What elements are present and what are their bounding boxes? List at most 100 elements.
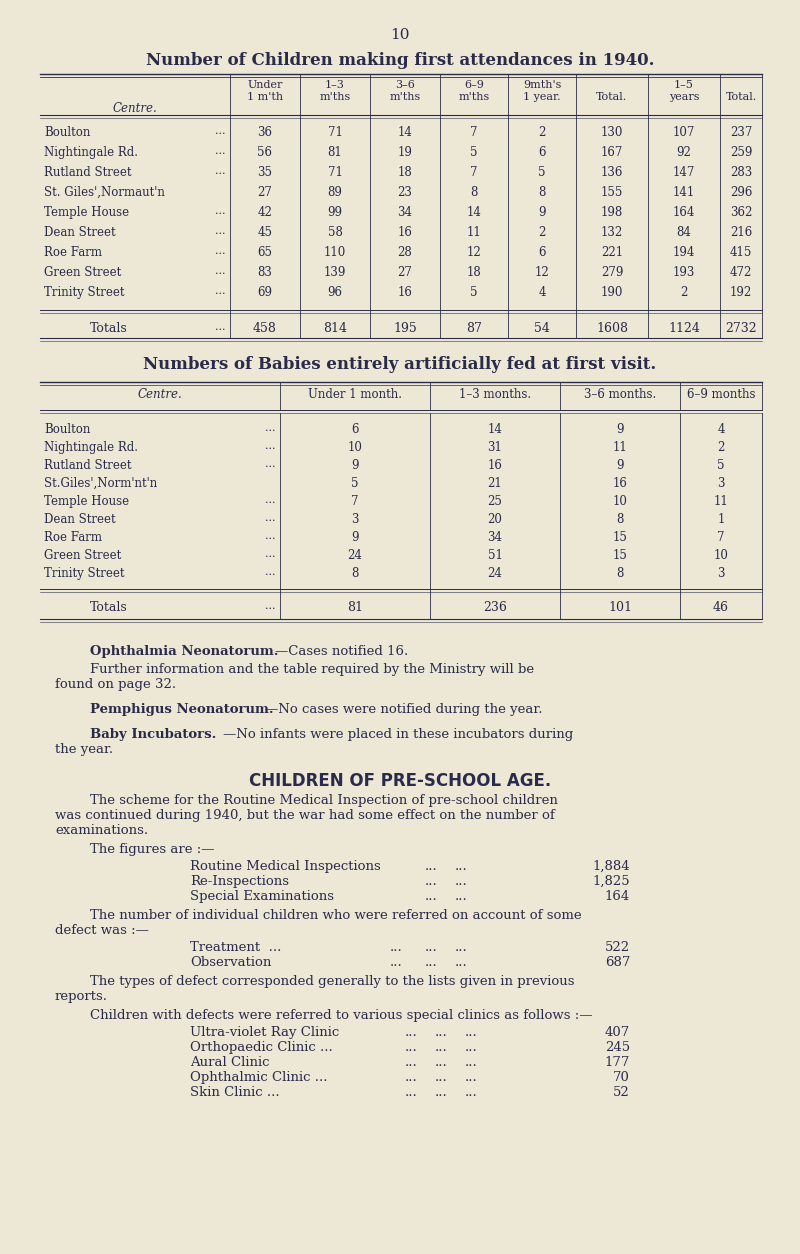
- Text: 2: 2: [718, 441, 725, 454]
- Text: 46: 46: [713, 601, 729, 614]
- Text: Ophthalmic Clinic ...: Ophthalmic Clinic ...: [190, 1071, 327, 1083]
- Text: ...: ...: [215, 226, 226, 236]
- Text: ...: ...: [266, 495, 276, 505]
- Text: 458: 458: [253, 322, 277, 335]
- Text: ...: ...: [465, 1056, 478, 1068]
- Text: ...: ...: [215, 266, 226, 276]
- Text: 21: 21: [488, 477, 502, 490]
- Text: 236: 236: [483, 601, 507, 614]
- Text: 27: 27: [398, 266, 413, 278]
- Text: 407: 407: [605, 1026, 630, 1040]
- Text: ...: ...: [405, 1086, 418, 1099]
- Text: 5: 5: [470, 145, 478, 159]
- Text: Re-Inspections: Re-Inspections: [190, 875, 289, 888]
- Text: Number of Children making first attendances in 1940.: Number of Children making first attendan…: [146, 51, 654, 69]
- Text: 16: 16: [487, 459, 502, 472]
- Text: m'ths: m'ths: [390, 92, 421, 102]
- Text: 5: 5: [538, 166, 546, 179]
- Text: ...: ...: [465, 1041, 478, 1055]
- Text: Further information and the table required by the Ministry will be: Further information and the table requir…: [90, 663, 534, 676]
- Text: 7: 7: [351, 495, 358, 508]
- Text: 1 m'th: 1 m'th: [247, 92, 283, 102]
- Text: 9: 9: [351, 459, 358, 472]
- Text: Centre.: Centre.: [113, 102, 158, 115]
- Text: 5: 5: [718, 459, 725, 472]
- Text: ...: ...: [215, 246, 226, 256]
- Text: Roe Farm: Roe Farm: [44, 530, 102, 544]
- Text: 6–9 months: 6–9 months: [686, 387, 755, 401]
- Text: 42: 42: [258, 206, 273, 219]
- Text: 8: 8: [616, 567, 624, 581]
- Text: 9: 9: [351, 530, 358, 544]
- Text: 19: 19: [398, 145, 413, 159]
- Text: Dean Street: Dean Street: [44, 513, 116, 525]
- Text: 14: 14: [466, 206, 482, 219]
- Text: 51: 51: [487, 549, 502, 562]
- Text: ...: ...: [405, 1071, 418, 1083]
- Text: 54: 54: [534, 322, 550, 335]
- Text: 221: 221: [601, 246, 623, 260]
- Text: 1–3: 1–3: [325, 80, 345, 90]
- Text: 193: 193: [673, 266, 695, 278]
- Text: 14: 14: [398, 125, 413, 139]
- Text: 110: 110: [324, 246, 346, 260]
- Text: 20: 20: [487, 513, 502, 525]
- Text: ...: ...: [435, 1086, 448, 1099]
- Text: CHILDREN OF PRE-SCHOOL AGE.: CHILDREN OF PRE-SCHOOL AGE.: [249, 772, 551, 790]
- Text: 10: 10: [613, 495, 627, 508]
- Text: Totals: Totals: [90, 322, 128, 335]
- Text: 34: 34: [398, 206, 413, 219]
- Text: Trinity Street: Trinity Street: [44, 286, 125, 298]
- Text: Pemphigus Neonatorum.: Pemphigus Neonatorum.: [90, 703, 274, 716]
- Text: 70: 70: [613, 1071, 630, 1083]
- Text: ...: ...: [405, 1026, 418, 1040]
- Text: Numbers of Babies entirely artificially fed at first visit.: Numbers of Babies entirely artificially …: [143, 356, 657, 372]
- Text: 190: 190: [601, 286, 623, 298]
- Text: ...: ...: [405, 1041, 418, 1055]
- Text: 9: 9: [616, 459, 624, 472]
- Text: ...: ...: [455, 956, 468, 969]
- Text: Observation: Observation: [190, 956, 271, 969]
- Text: 415: 415: [730, 246, 752, 260]
- Text: 3–6: 3–6: [395, 80, 415, 90]
- Text: m'ths: m'ths: [458, 92, 490, 102]
- Text: ...: ...: [215, 166, 226, 176]
- Text: 216: 216: [730, 226, 752, 240]
- Text: 99: 99: [327, 206, 342, 219]
- Text: 18: 18: [466, 266, 482, 278]
- Text: 9: 9: [538, 206, 546, 219]
- Text: 136: 136: [601, 166, 623, 179]
- Text: ...: ...: [215, 145, 226, 155]
- Text: 65: 65: [258, 246, 273, 260]
- Text: 6: 6: [538, 246, 546, 260]
- Text: 3–6 months.: 3–6 months.: [584, 387, 656, 401]
- Text: Children with defects were referred to various special clinics as follows :—: Children with defects were referred to v…: [90, 1009, 593, 1022]
- Text: Boulton: Boulton: [44, 423, 90, 436]
- Text: ...: ...: [465, 1071, 478, 1083]
- Text: 814: 814: [323, 322, 347, 335]
- Text: 12: 12: [534, 266, 550, 278]
- Text: 9: 9: [616, 423, 624, 436]
- Text: Skin Clinic ...: Skin Clinic ...: [190, 1086, 280, 1099]
- Text: 522: 522: [605, 940, 630, 954]
- Text: 35: 35: [258, 166, 273, 179]
- Text: 1 year.: 1 year.: [523, 92, 561, 102]
- Text: ...: ...: [435, 1041, 448, 1055]
- Text: ...: ...: [215, 125, 226, 135]
- Text: ...: ...: [425, 940, 438, 954]
- Text: 71: 71: [327, 125, 342, 139]
- Text: 11: 11: [466, 226, 482, 240]
- Text: ...: ...: [455, 890, 468, 903]
- Text: Ophthalmia Neonatorum.: Ophthalmia Neonatorum.: [90, 645, 278, 658]
- Text: 83: 83: [258, 266, 273, 278]
- Text: 8: 8: [538, 186, 546, 199]
- Text: the year.: the year.: [55, 744, 113, 756]
- Text: ...: ...: [425, 890, 438, 903]
- Text: 141: 141: [673, 186, 695, 199]
- Text: 45: 45: [258, 226, 273, 240]
- Text: ...: ...: [435, 1026, 448, 1040]
- Text: 84: 84: [677, 226, 691, 240]
- Text: 147: 147: [673, 166, 695, 179]
- Text: 2: 2: [538, 125, 546, 139]
- Text: Rutland Street: Rutland Street: [44, 166, 131, 179]
